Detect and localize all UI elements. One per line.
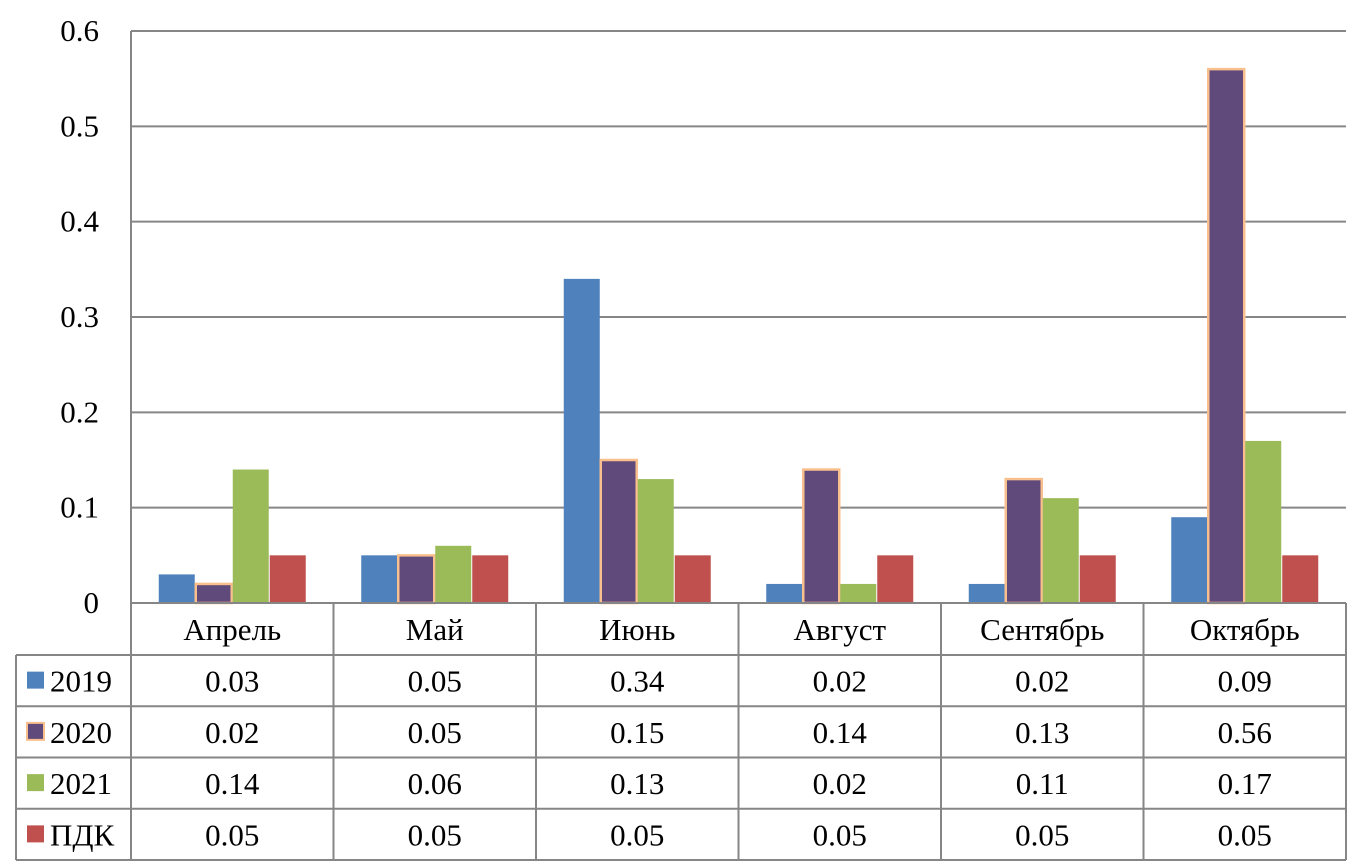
legend-label: 2020 [50,715,112,750]
x-tick-label: Июнь [599,612,675,647]
legend-label: 2021 [50,766,112,801]
data-label: 0.02 [813,766,867,801]
data-label: 0.05 [408,715,462,750]
data-label: 0.05 [408,817,462,852]
data-label: 0.02 [205,715,259,750]
bar-2019-Июнь [563,278,600,603]
bar-ПДК-Октябрь [1282,555,1319,603]
bar-2021-Август [840,583,877,603]
data-label: 0.05 [610,817,664,852]
data-label: 0.02 [813,664,867,699]
x-tick-label: Август [793,612,886,647]
legend-swatch-ПДК [27,825,44,843]
bar-2020-Август [802,468,841,605]
data-label: 0.13 [610,766,664,801]
legend-label: 2019 [50,664,112,699]
bar-2020-Октябрь [1207,67,1246,605]
legend-swatch-2021 [27,774,44,792]
bar-2019-Май [361,555,398,603]
data-label: 0.13 [1015,715,1069,750]
bar-2019-Апрель [158,574,195,603]
y-tick-label: 0.1 [60,490,99,525]
bar-2020-Май [397,554,436,605]
bar-ПДК-Сентябрь [1079,555,1116,603]
data-label: 0.05 [205,817,259,852]
bar-2020-Апрель [194,582,233,605]
data-label: 0.09 [1218,664,1272,699]
data-label: 0.11 [1016,766,1069,801]
data-label: 0.05 [1015,817,1069,852]
bar-2020-Сентябрь [1004,477,1043,605]
x-tick-label: Апрель [183,612,281,647]
x-tick-label: Октябрь [1190,612,1300,647]
bars [158,67,1319,605]
data-label: 0.05 [813,817,867,852]
bar-2019-Октябрь [1171,517,1208,603]
bar-2021-Сентябрь [1042,498,1079,603]
x-tick-label: Май [406,612,464,647]
y-tick-label: 0.6 [60,13,99,48]
data-label: 0.14 [205,766,260,801]
data-table: Апрель Май Июнь Август Сентябрь Октябрь 2019 0.… [15,31,1347,861]
legend-swatch-2019 [27,671,44,689]
data-label: 0.02 [1015,664,1069,699]
y-tick-label: 0 [84,585,100,620]
y-tick-label: 0.5 [60,108,99,143]
bar-2021-Апрель [232,469,269,603]
y-tick-label: 0.2 [60,394,99,429]
data-label: 0.14 [813,715,868,750]
y-tick-label: 0.4 [60,204,99,239]
x-tick-label: Сентябрь [980,612,1104,647]
bar-ПДК-Июнь [674,555,711,603]
y-axis-ticks: 0 0.1 0.2 0.3 0.4 0.5 0.6 [60,13,99,620]
bar-2021-Июнь [637,479,674,603]
bar-2021-Октябрь [1245,440,1282,603]
data-label: 0.17 [1218,766,1272,801]
data-label: 0.15 [610,715,664,750]
y-tick-label: 0.3 [60,299,99,334]
bar-ПДК-Май [472,555,509,603]
legend-swatch-2020 [26,721,45,741]
gridlines [131,30,1346,604]
data-label: 0.05 [408,664,462,699]
bar-2019-Август [766,583,803,603]
bar-2020-Июнь [599,458,638,605]
data-label: 0.56 [1218,715,1272,750]
data-label: 0.34 [610,664,665,699]
bar-2021-Май [435,545,472,603]
bar-2019-Сентябрь [968,583,1005,603]
data-label: 0.05 [1218,817,1272,852]
legend-label: ПДК [50,817,115,852]
bar-ПДК-Апрель [269,555,306,603]
data-label: 0.03 [205,664,259,699]
data-label: 0.06 [408,766,462,801]
bar-ПДК-Август [877,555,914,603]
